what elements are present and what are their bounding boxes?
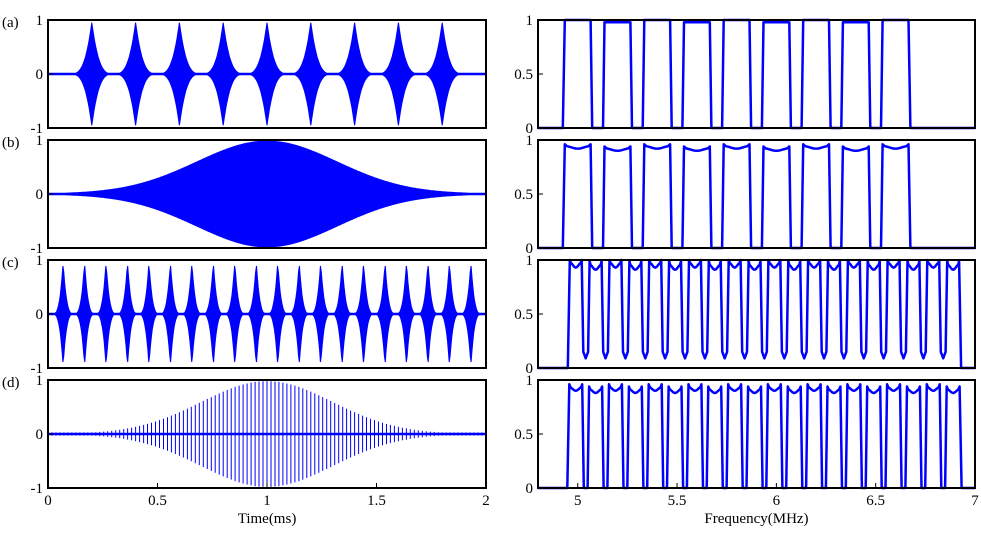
x-tick-label: 6 [773, 493, 781, 509]
spectrum-line [538, 383, 975, 490]
x-axis-title: Frequency(MHz) [704, 511, 808, 527]
x-tick-label: 1 [263, 493, 271, 509]
y-tick-label: 0 [36, 427, 44, 443]
panel-label: (d) [2, 375, 20, 391]
x-tick-label: 1.5 [367, 493, 386, 509]
y-tick-label: -1 [31, 361, 44, 377]
signal-waveform [47, 265, 487, 363]
x-tick-label: 5.5 [668, 493, 687, 509]
panel-label: (b) [2, 135, 20, 151]
y-tick-label: 1 [526, 133, 534, 149]
x-tick-label: 0.5 [148, 493, 167, 509]
y-tick-label: 0 [526, 481, 534, 497]
time-panel-2: -1 0 1 (b) [2, 133, 487, 257]
y-tick-label: 1 [36, 253, 44, 269]
spectrum-line [538, 143, 975, 250]
y-tick-label: -1 [31, 241, 44, 257]
time-panel-1: -1 0 1 (a) [2, 13, 487, 137]
y-tick-label: 0.5 [514, 307, 533, 323]
spectrum-panel-4: 0 0.5 1 5 5.5 6 6.5 7 Frequency(MHz) [514, 373, 979, 527]
y-tick-label: 1 [36, 13, 44, 29]
x-tick-label: 2 [482, 493, 490, 509]
y-tick-label: 0.5 [514, 187, 533, 203]
time-panel-3: -1 0 1 (c) [2, 253, 487, 377]
y-tick-label: -1 [31, 121, 44, 137]
y-tick-label: 1 [526, 373, 534, 389]
panel-label: (c) [2, 255, 19, 271]
y-tick-label: 0 [526, 121, 534, 137]
y-tick-label: 1 [36, 133, 44, 149]
spectrum-panel-3: 00.51 [514, 253, 976, 377]
y-tick-label: -1 [31, 481, 44, 497]
x-axis-title: Time(ms) [238, 511, 297, 527]
y-tick-label: 0.5 [514, 427, 533, 443]
y-tick-label: 0 [526, 241, 534, 257]
x-tick-label: 7 [971, 493, 979, 509]
y-tick-label: 0 [36, 67, 44, 83]
y-tick-label: 1 [36, 373, 44, 389]
y-tick-label: 0 [526, 361, 534, 377]
x-tick-label: 5 [574, 493, 582, 509]
spectrum-panel-2: 00.51 [514, 133, 976, 257]
x-tick-label: 0 [44, 493, 52, 509]
spectrum-line [538, 258, 975, 370]
y-tick-label: 0 [36, 187, 44, 203]
spectrum-panel-1: 00.51 [514, 13, 976, 137]
y-tick-label: 0.5 [514, 67, 533, 83]
y-tick-label: 0 [36, 307, 44, 323]
x-tick-label: 6.5 [866, 493, 885, 509]
signal-waveform [47, 22, 487, 126]
spectrum-line [538, 18, 975, 130]
panel-label: (a) [2, 15, 19, 31]
signal-waveform [47, 140, 487, 248]
y-tick-label: 1 [526, 253, 534, 269]
y-tick-label: 1 [526, 13, 534, 29]
